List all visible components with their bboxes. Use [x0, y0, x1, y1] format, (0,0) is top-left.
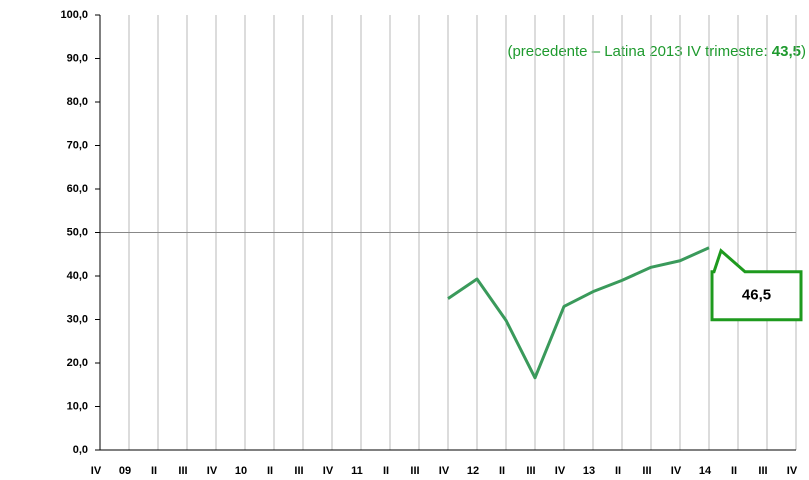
x-tick-label: 12	[467, 465, 479, 477]
annotation-text: (precedente – Latina 2013 IV trimestre:	[507, 43, 771, 60]
x-tick-label: III	[178, 465, 187, 477]
x-tick-label: IV	[671, 465, 682, 477]
x-tick-label: 13	[583, 465, 595, 477]
y-tick-label: 10,0	[67, 400, 88, 412]
y-tick-label: 70,0	[67, 139, 88, 151]
x-tick-label: III	[526, 465, 535, 477]
y-tick-label: 80,0	[67, 96, 88, 108]
x-tick-label: IV	[787, 465, 798, 477]
x-tick-label: 09	[119, 465, 131, 477]
y-tick-label: 40,0	[67, 270, 88, 282]
x-tick-label: IV	[91, 465, 102, 477]
annotation-close: )	[801, 43, 806, 60]
y-tick-label: 100,0	[60, 9, 88, 21]
x-tick-label: IV	[323, 465, 334, 477]
x-tick-label: II	[499, 465, 505, 477]
annotation-highlight: 43,5	[772, 43, 801, 60]
x-tick-label: II	[731, 465, 737, 477]
x-tick-label: III	[642, 465, 651, 477]
x-tick-label: III	[758, 465, 767, 477]
x-tick-label: II	[267, 465, 273, 477]
x-tick-label: 10	[235, 465, 247, 477]
x-tick-label: IV	[207, 465, 218, 477]
y-tick-label: 30,0	[67, 313, 88, 325]
x-tick-label: III	[410, 465, 419, 477]
y-tick-label: 90,0	[67, 52, 88, 64]
y-tick-label: 0,0	[73, 444, 88, 456]
y-tick-label: 50,0	[67, 226, 88, 238]
x-tick-label: 14	[699, 465, 712, 477]
x-tick-label: IV	[555, 465, 566, 477]
x-tick-label: II	[383, 465, 389, 477]
x-tick-label: II	[615, 465, 621, 477]
line-series	[447, 246, 710, 380]
y-tick-label: 60,0	[67, 183, 88, 195]
value-label: 46,5	[742, 287, 771, 304]
x-tick-label: 11	[351, 465, 363, 477]
x-tick-label: II	[151, 465, 157, 477]
annotation: (precedente – Latina 2013 IV trimestre: …	[507, 43, 806, 60]
y-tick-label: 20,0	[67, 357, 88, 369]
x-tick-label: III	[294, 465, 303, 477]
callout-box	[710, 248, 803, 322]
x-tick-label: IV	[439, 465, 450, 477]
